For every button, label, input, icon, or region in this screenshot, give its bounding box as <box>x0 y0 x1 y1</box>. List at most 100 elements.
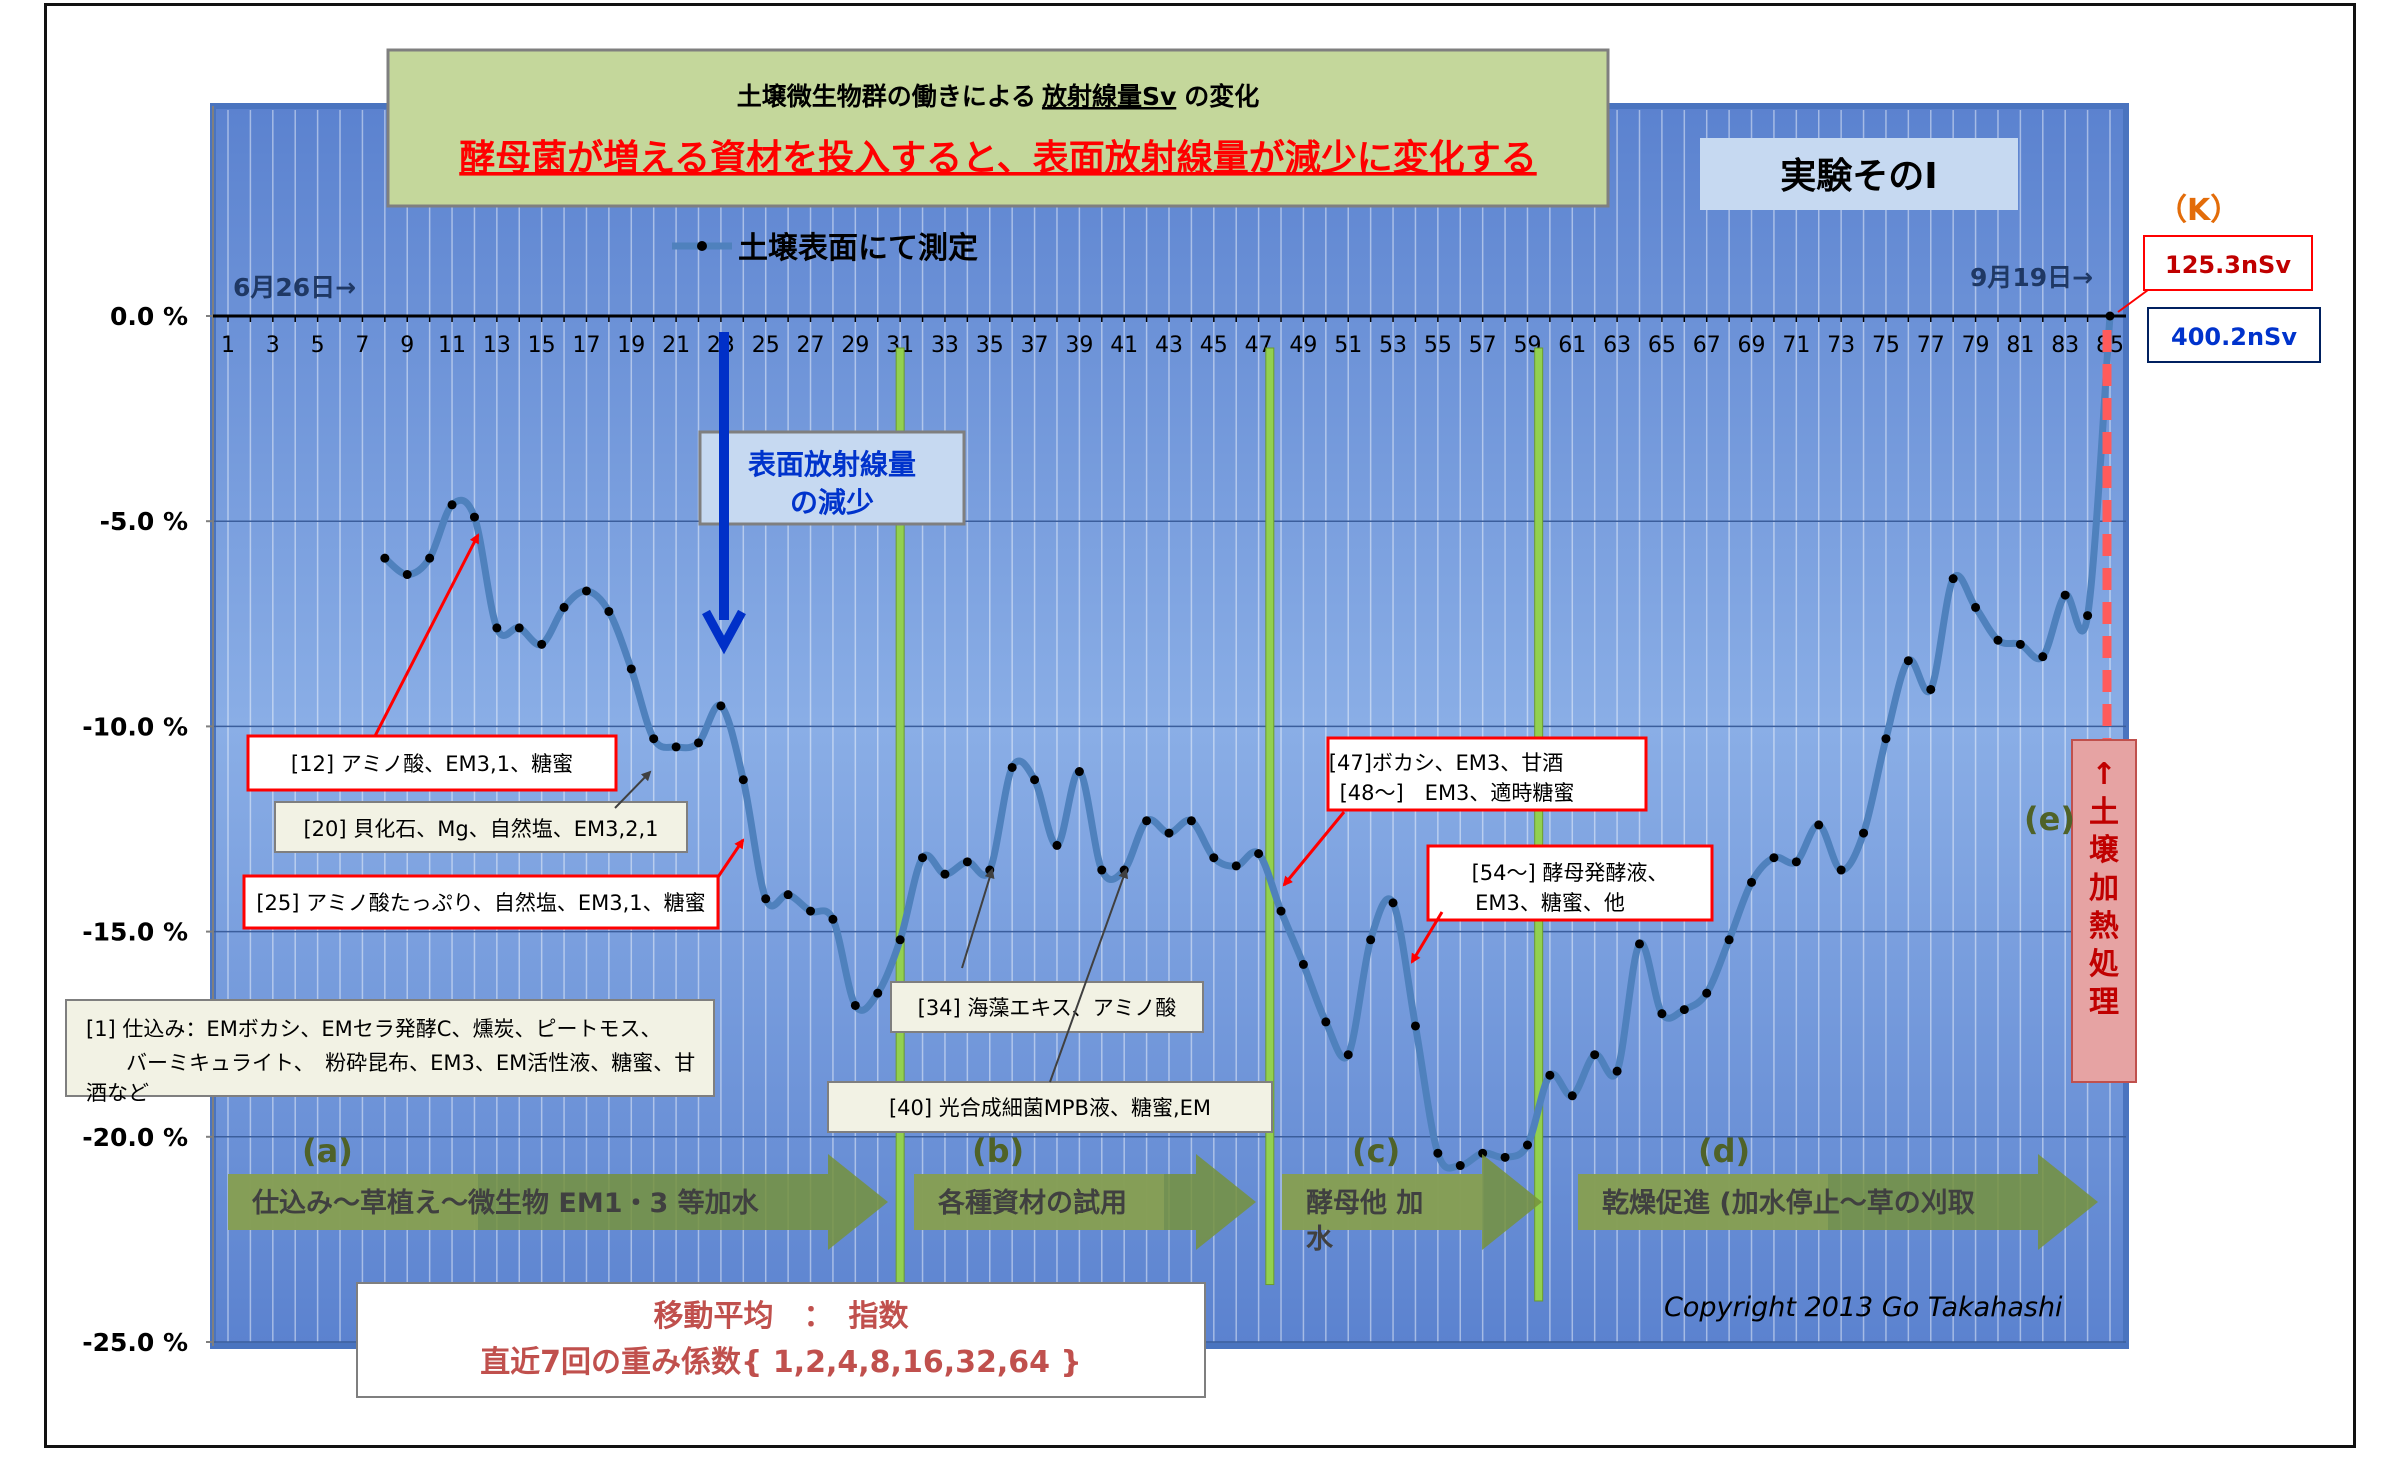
x-tick-label: 25 <box>752 333 780 358</box>
x-tick-label: 69 <box>1738 333 1766 358</box>
x-tick-label: 79 <box>1962 333 1990 358</box>
svg-text:酒など: 酒など <box>86 1081 149 1105</box>
y-tick-label: -20.0 % <box>82 1123 188 1152</box>
phase-arrow <box>1282 1154 1542 1250</box>
phase-arrows: 仕込み～草植え～微生物 EM1・3 等加水 (a) 各種資材の試用 (b) 酵母他 加水… <box>228 800 2098 1255</box>
phase-text: 各種資材の試用 <box>937 1187 1127 1219</box>
phase-letter: (a) <box>302 1132 353 1170</box>
reduction-label-line2: の減少 <box>790 486 874 519</box>
svg-text:[48～] EM3、適時糖蜜: [48～] EM3、適時糖蜜 <box>1340 781 1575 805</box>
series-point <box>626 664 636 674</box>
series-point <box>1343 1050 1353 1060</box>
x-tick-label: 19 <box>617 333 645 358</box>
series-points <box>380 311 2115 1171</box>
phase-text-2: 水 <box>1306 1224 1334 1255</box>
series-point <box>1030 775 1040 785</box>
heat-treatment-char: 土 <box>2089 795 2119 830</box>
legend: 土壌表面にて測定 <box>672 231 978 266</box>
series-point <box>1791 857 1801 867</box>
series-point <box>761 894 771 904</box>
series-point <box>1074 767 1084 777</box>
series-point <box>940 869 950 879</box>
series-point <box>380 553 390 563</box>
x-tick-label: 3 <box>266 333 280 358</box>
x-tick-label: 21 <box>662 333 690 358</box>
x-tick-label: 7 <box>355 333 369 358</box>
series-point <box>1276 906 1286 916</box>
phase-text: 仕込み～草植え～微生物 EM1・3 等加水 <box>251 1187 760 1219</box>
svg-text:[20] 貝化石、Mg、自然塩、EM3,2,1: [20] 貝化石、Mg、自然塩、EM3,2,1 <box>303 817 658 841</box>
series-point <box>1142 816 1152 826</box>
series-point <box>1052 840 1062 850</box>
annotation-12: [12] アミノ酸、EM3,1、糖蜜 <box>246 533 618 792</box>
series-point <box>1500 1152 1510 1162</box>
series-point <box>1948 574 1958 584</box>
x-tick-label: 83 <box>2051 333 2079 358</box>
phase-letter: (c) <box>1352 1132 1400 1170</box>
phase-letter: (b) <box>972 1132 1024 1170</box>
series-point <box>1747 877 1757 887</box>
moving-average-line1: 移動平均 ： 指数 <box>654 1299 910 1334</box>
series-point <box>447 500 457 510</box>
series-point <box>559 602 569 612</box>
series-point <box>1366 935 1376 945</box>
series-point <box>1231 861 1241 871</box>
title-line1: 土壌微生物群の働きによる 放射線量Sv の変化 <box>737 82 1260 111</box>
title-line2: 酵母菌が増える資材を投入すると、表面放射線量が減少に変化する <box>459 137 1536 179</box>
x-tick-label: 73 <box>1827 333 1855 358</box>
copyright: Copyright 2013 Go Takahashi <box>1664 1292 2063 1323</box>
annotation-20: [20] 貝化石、Mg、自然塩、EM3,2,1 <box>274 770 688 853</box>
y-tick-label: -25.0 % <box>82 1328 188 1357</box>
k-label: （K） <box>2157 193 2240 228</box>
series-point <box>1971 602 1981 612</box>
series-point <box>1298 959 1308 969</box>
x-tick-label: 77 <box>1917 333 1945 358</box>
phase-arrow <box>228 1154 888 1250</box>
series-point <box>492 623 502 633</box>
x-tick-label: 81 <box>2006 333 2034 358</box>
moving-average-line2: 直近7回の重み係数{ 1,2,4,8,16,32,64 } <box>480 1345 1082 1380</box>
series-point <box>604 606 614 616</box>
series-point <box>1724 935 1734 945</box>
series-point <box>1702 988 1712 998</box>
series-point <box>2060 590 2070 600</box>
series-point <box>1769 853 1779 863</box>
x-tick-label: 29 <box>841 333 869 358</box>
annotation-47: [47]ボカシ、EM3、甘酒 [48～] EM3、適時糖蜜 <box>1282 736 1648 887</box>
heat-treatment-char: 処 <box>2089 947 2119 982</box>
heat-treatment-char: 熱 <box>2089 909 2119 944</box>
y-tick-label: -15.0 % <box>82 918 188 947</box>
x-tick-label: 53 <box>1379 333 1407 358</box>
x-tick-label: 11 <box>438 333 466 358</box>
series-point <box>873 988 883 998</box>
series-point <box>1567 1091 1577 1101</box>
x-tick-label: 39 <box>1065 333 1093 358</box>
moving-average-box: 移動平均 ： 指数 直近7回の重み係数{ 1,2,4,8,16,32,64 } <box>356 1282 1206 1398</box>
outer-frame <box>44 3 2356 1448</box>
series-point <box>1164 828 1174 838</box>
series-point <box>1881 734 1891 744</box>
reduction-arrow <box>702 332 746 655</box>
phase-text: 酵母他 加 <box>1306 1188 1423 1219</box>
experiment-label: 実験そのⅠ <box>1780 156 1937 197</box>
series-point <box>828 914 838 924</box>
series-point <box>806 906 816 916</box>
series-point <box>1926 684 1936 694</box>
series-point <box>1388 898 1398 908</box>
y-tick-labels: 0.0 % -5.0 % -10.0 % -15.0 % -20.0 % -25.0 % <box>82 302 213 1357</box>
series-point <box>1836 865 1846 875</box>
annotation-40: [40] 光合成細菌MPB液、糖蜜,EM <box>827 868 1273 1133</box>
svg-text:[25] アミノ酸たっぷり、自然塩、EM3,1、糖蜜: [25] アミノ酸たっぷり、自然塩、EM3,1、糖蜜 <box>256 891 705 915</box>
x-tick-label: 67 <box>1693 333 1721 358</box>
series-point <box>1433 1148 1443 1158</box>
series-point <box>537 639 547 649</box>
series-point <box>1186 816 1196 826</box>
x-tick-label: 5 <box>311 333 325 358</box>
series-point <box>514 623 524 633</box>
k-value-blue: 400.2nSv <box>2171 323 2297 351</box>
k-value-blue-box <box>2147 307 2321 363</box>
series-point <box>1097 865 1107 875</box>
